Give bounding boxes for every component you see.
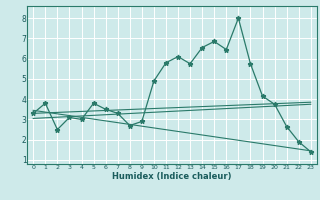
X-axis label: Humidex (Indice chaleur): Humidex (Indice chaleur) — [112, 172, 232, 181]
